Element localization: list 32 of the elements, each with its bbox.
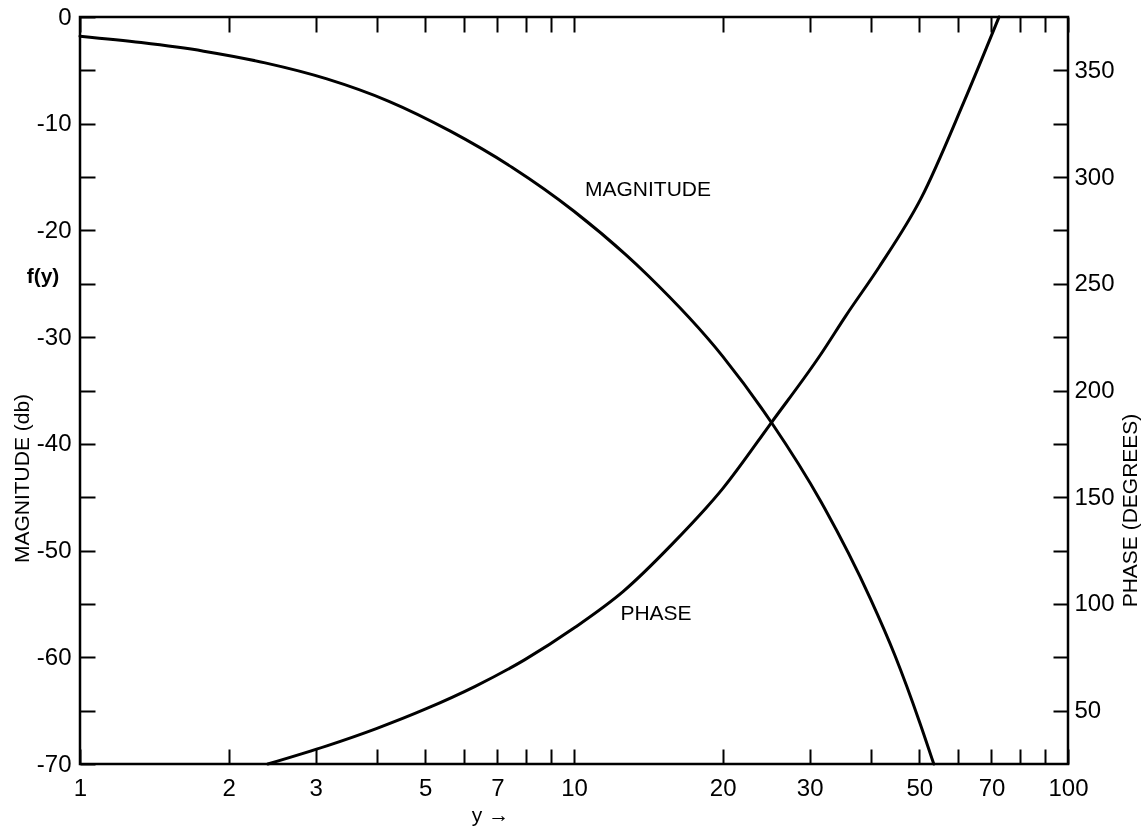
y2-tick-label: 300 <box>1074 162 1115 190</box>
x-tick-label: 7 <box>491 773 505 801</box>
series-label: MAGNITUDE <box>585 177 711 200</box>
y-axis-title: MAGNITUDE (db) <box>9 393 33 564</box>
y2-tick-label: 350 <box>1074 55 1115 83</box>
x-tick-label: 5 <box>419 773 433 801</box>
y-tick-label: -60 <box>36 642 72 670</box>
series-label: PHASE <box>620 601 692 624</box>
y-tick-label: -40 <box>36 429 72 457</box>
x-tick-label: 3 <box>309 773 323 801</box>
y-tick-label: -30 <box>36 322 72 350</box>
x-tick-label: 50 <box>906 773 934 801</box>
y2-tick-label: 50 <box>1074 696 1102 724</box>
y2-tick-label: 150 <box>1074 482 1115 510</box>
x-tick-label: 20 <box>709 773 737 801</box>
y2-tick-label: 200 <box>1074 376 1115 403</box>
x-tick-label: 10 <box>561 773 588 801</box>
y-tick-label: -70 <box>36 749 72 777</box>
y2-tick-label: 100 <box>1074 589 1115 617</box>
x-tick-label: 100 <box>1048 773 1089 801</box>
y-tick-label: 0 <box>58 2 72 30</box>
y2-axis-title: PHASE (DEGREES) <box>1117 413 1141 608</box>
y2-tick-label: 250 <box>1074 269 1115 297</box>
x-tick-label: 30 <box>796 773 824 801</box>
y-tick-label: -20 <box>36 215 72 243</box>
x-tick-label: 70 <box>978 773 1006 801</box>
x-tick-label: 2 <box>222 773 236 801</box>
text: f(y) <box>26 264 60 287</box>
x-axis-title: y → <box>471 802 510 826</box>
x-tick-label: 1 <box>73 773 88 801</box>
y-tick-label: -50 <box>36 536 72 564</box>
y-tick-label: -10 <box>36 109 72 137</box>
